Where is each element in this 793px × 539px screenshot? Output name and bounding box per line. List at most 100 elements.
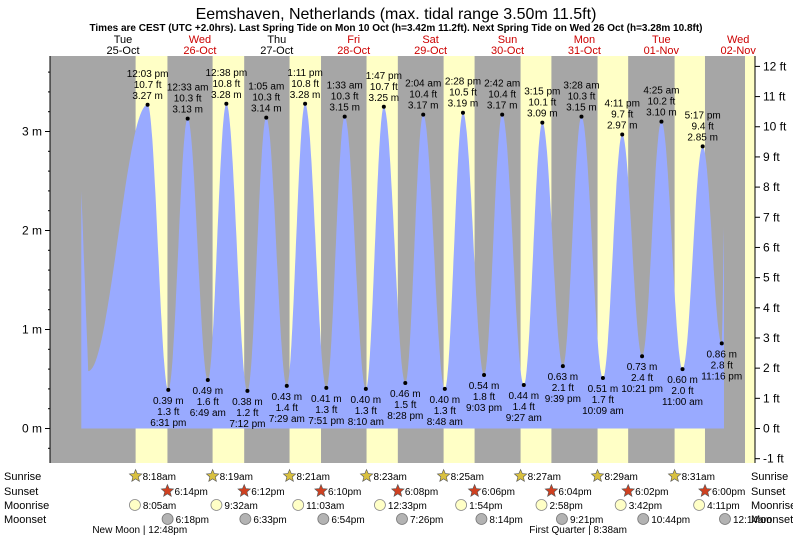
tide-ft-6: 1.2 ft	[236, 408, 258, 419]
tide-m-16: 0.40 m	[430, 395, 461, 406]
tide-ft-16: 1.3 ft	[434, 406, 456, 417]
sunrise-time-1: 8:19am	[220, 472, 253, 483]
tide-point-9	[303, 101, 308, 106]
sunrise-icon-3	[359, 468, 374, 482]
chart-subtitle: Times are CEST (UTC +2.0hrs). Last Sprin…	[89, 23, 702, 34]
tide-time-5: 12:38 pm	[205, 68, 247, 79]
row-label-left-moonset: Moonset	[4, 514, 46, 526]
tide-ft-27: 10.2 ft	[648, 97, 676, 108]
sunrise-icon-4	[436, 468, 451, 482]
day-date-4: 29-Oct	[414, 45, 447, 57]
moonset-icon-0	[161, 513, 174, 525]
moonset-icon-4	[475, 513, 488, 525]
tide-ft-23: 10.3 ft	[568, 92, 596, 103]
tide-m-30: 0.86 m	[706, 349, 737, 360]
tide-ft-12: 1.3 ft	[355, 406, 377, 417]
m-tick-label-3: 3 m	[22, 125, 42, 139]
tide-point-7	[264, 115, 269, 120]
tide-time-22: 9:39 pm	[545, 394, 581, 405]
tide-point-16	[442, 386, 447, 391]
tide-m-13: 3.25 m	[369, 93, 400, 104]
tide-m-28: 0.60 m	[667, 375, 698, 386]
tide-time-6: 7:12 pm	[229, 419, 265, 430]
moonset-time-2: 6:54pm	[331, 515, 364, 526]
sunrise-time-0: 8:18am	[143, 472, 176, 483]
sunrise-icon-2	[282, 468, 297, 482]
moonset-icon-7	[719, 513, 731, 525]
tide-point-5	[224, 101, 229, 106]
moonset-icon-2	[317, 513, 330, 525]
tide-time-26: 10:21 pm	[621, 384, 663, 395]
sunrise-icon-7	[667, 468, 682, 482]
row-label-left-sunrise: Sunrise	[4, 471, 41, 483]
tide-ft-7: 10.3 ft	[252, 93, 280, 104]
tide-point-23	[579, 114, 584, 119]
tide-m-29: 2.85 m	[687, 132, 718, 143]
tide-point-3	[185, 116, 190, 121]
sunset-icon-6	[621, 483, 636, 497]
sunset-icon-4	[467, 483, 482, 497]
moonrise-time-3: 12:33pm	[388, 501, 427, 512]
row-label-left-sunset: Sunset	[4, 486, 38, 498]
day-date-7: 01-Nov	[644, 45, 680, 57]
tide-time-3: 12:33 am	[167, 83, 209, 94]
moonrise-time-0: 8:05am	[143, 501, 176, 512]
moonrise-time-5: 2:58pm	[549, 501, 582, 512]
tide-ft-17: 10.5 ft	[449, 88, 477, 99]
axis-left: 0 m 1 m 2 m 3 m	[22, 56, 51, 463]
tide-time-21: 3:15 pm	[524, 87, 560, 98]
moonset-icon-6	[637, 513, 650, 525]
tide-area	[81, 103, 725, 429]
tide-point-28	[680, 367, 685, 372]
tide-time-20: 9:27 am	[506, 413, 542, 424]
day-name-8: Wed	[727, 34, 749, 46]
tide-ft-5: 10.8 ft	[212, 79, 240, 90]
tide-time-19: 2:42 am	[484, 79, 520, 90]
row-label-right-moonrise: Moonrise	[751, 500, 793, 512]
moonrise-time-6: 3:42pm	[629, 501, 662, 512]
tide-point-2	[166, 387, 171, 392]
ft-tick-label-12: 11 ft	[763, 90, 786, 104]
tide-m-9: 3.28 m	[290, 90, 321, 101]
ft-tick-label-4: 3 ft	[763, 331, 780, 345]
moon-phase-1: First Quarter | 8:38am	[529, 525, 627, 536]
tide-point-25	[620, 132, 625, 137]
sunrise-icon-0	[128, 468, 143, 482]
tide-point-13	[381, 104, 386, 109]
tide-m-24: 0.51 m	[588, 384, 619, 395]
day-name-6: Mon	[574, 34, 595, 46]
tide-ft-24: 1.7 ft	[592, 395, 614, 406]
sunset-time-7: 6:00pm	[712, 487, 745, 498]
moonrise-time-7: 4:11pm	[707, 501, 740, 512]
ft-tick-label-0: -1 ft	[763, 452, 784, 466]
tide-point-10	[324, 385, 329, 390]
ft-tick-label-10: 9 ft	[763, 150, 780, 164]
tide-point-22	[560, 364, 565, 369]
tide-point-29	[700, 144, 705, 149]
sunset-icon-2	[314, 483, 328, 497]
tide-curve	[81, 103, 725, 429]
day-date-5: 30-Oct	[491, 45, 524, 57]
row-label-right-sunrise: Sunrise	[751, 471, 788, 483]
tide-time-14: 8:28 pm	[387, 411, 423, 422]
moonset-icon-3	[396, 513, 408, 525]
chart-title: Eemshaven, Netherlands (max. tidal range…	[196, 6, 597, 23]
tide-m-22: 0.63 m	[548, 372, 579, 383]
day-name-0: Tue	[114, 34, 133, 46]
ft-tick-label-1: 0 ft	[763, 422, 780, 436]
tide-ft-18: 1.8 ft	[473, 392, 495, 403]
tide-m-8: 0.43 m	[272, 392, 303, 403]
tide-point-26	[640, 354, 645, 359]
day-name-2: Thu	[267, 34, 286, 46]
tide-m-4: 0.49 m	[193, 386, 224, 397]
moonset-time-3: 7:26pm	[410, 515, 443, 526]
tide-m-18: 0.54 m	[469, 381, 500, 392]
tide-m-23: 3.15 m	[566, 103, 597, 114]
tide-ft-14: 1.5 ft	[394, 400, 416, 411]
tide-m-19: 3.17 m	[487, 101, 518, 112]
tide-m-27: 3.10 m	[646, 108, 677, 119]
sunset-time-0: 6:14pm	[174, 487, 207, 498]
tide-time-2: 6:31 pm	[150, 418, 186, 429]
moonset-time-5: 9:21pm	[570, 515, 603, 526]
moonrise-icon-1	[210, 499, 223, 511]
